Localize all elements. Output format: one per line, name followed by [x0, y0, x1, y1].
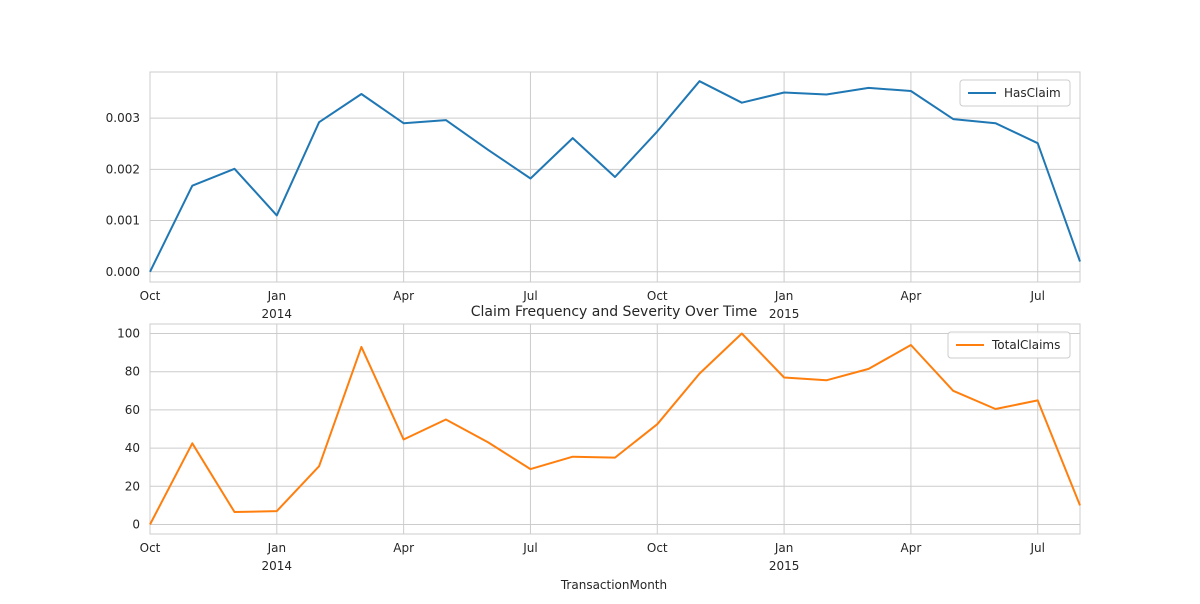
- legend-label: TotalClaims: [991, 338, 1060, 352]
- x-tick-label: Jul: [522, 289, 537, 303]
- totalclaims-panel: 0 20 40 60 80 100 Oct Jan 2014 Apr Jul Oct Jan 2015 Ap…: [117, 323, 1081, 573]
- y-tick-label: 60: [125, 403, 140, 417]
- x-tick-label: Jul: [1029, 289, 1044, 303]
- x-tick-year-label: 2015: [769, 559, 800, 573]
- plot-frame: [149, 71, 1081, 283]
- y-tick-label: 20: [125, 479, 140, 493]
- x-tick-year-label: 2014: [262, 559, 293, 573]
- x-tick-label: Oct: [140, 289, 161, 303]
- x-tick-label: Oct: [647, 541, 668, 555]
- x-tick-label: Apr: [901, 289, 922, 303]
- hasclaim-panel: 0.000 0.001 0.002 0.003 Oct Jan 2014 Apr Jul Oct J…: [106, 71, 1081, 321]
- x-tick-label: Jan: [774, 541, 794, 555]
- x-tick-label: Apr: [393, 289, 414, 303]
- x-tick-year-label: 2015: [769, 307, 800, 321]
- legend-label: HasClaim: [1004, 86, 1061, 100]
- y-tick-label: 0.001: [106, 214, 140, 228]
- x-tick-label: Oct: [647, 289, 668, 303]
- x-tick-label: Apr: [901, 541, 922, 555]
- y-tick-label: 40: [125, 441, 140, 455]
- y-tick-label: 0.002: [106, 162, 140, 176]
- y-tick-label: 80: [125, 365, 140, 379]
- y-tick-label: 0.003: [106, 111, 140, 125]
- plot-frame: [149, 323, 1081, 535]
- legend-box: [959, 79, 1071, 107]
- series-line-hasclaim: [149, 80, 1081, 273]
- y-tick-label: 0.000: [106, 265, 140, 279]
- x-tick-label: Jan: [774, 289, 794, 303]
- x-tick-year-label: 2014: [262, 307, 293, 321]
- x-tick-label: Jul: [522, 541, 537, 555]
- chart-title: Claim Frequency and Severity Over Time: [471, 304, 757, 320]
- x-tick-label: Oct: [140, 541, 161, 555]
- x-tick-label: Apr: [393, 541, 414, 555]
- x-tick-label: Jan: [267, 289, 287, 303]
- legend-box: [947, 331, 1071, 359]
- y-tick-label: 100: [117, 327, 140, 341]
- x-axis-label: TransactionMonth: [560, 578, 667, 592]
- x-tick-label: Jul: [1029, 541, 1044, 555]
- series-line-totalclaims: [149, 332, 1081, 525]
- x-tick-label: Jan: [267, 541, 287, 555]
- y-tick-label: 0: [132, 517, 140, 531]
